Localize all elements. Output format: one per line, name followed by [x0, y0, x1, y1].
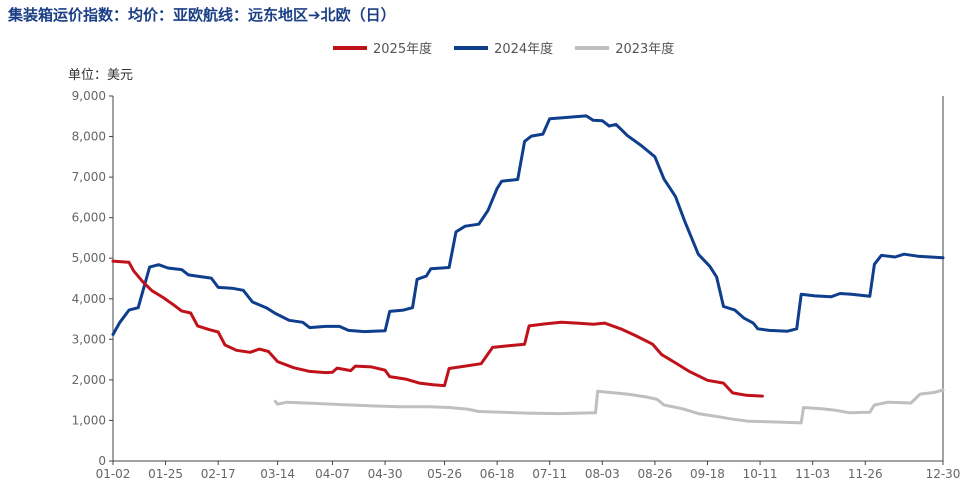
chart-title: 集装箱运价指数：均价：亚欧航线：远东地区➔北欧（日）	[8, 6, 396, 24]
x-tick-label: 05-26	[427, 467, 462, 481]
x-tick-label: 01-02	[96, 467, 131, 481]
y-tick-label: 1,000	[72, 413, 106, 427]
y-tick-label: 6,000	[72, 211, 106, 225]
x-tick-label: 11-26	[848, 467, 883, 481]
x-tick-label: 04-30	[368, 467, 403, 481]
y-tick-label: 8,000	[72, 130, 106, 144]
x-tick-label: 12-30	[926, 467, 961, 481]
x-tick-label: 02-17	[201, 467, 236, 481]
series-line-2024年度	[111, 114, 945, 336]
x-tick-label: 07-11	[532, 467, 567, 481]
y-tick-label: 3,000	[72, 332, 106, 346]
x-tick-label: 01-25	[148, 467, 183, 481]
series-line-2025年度	[111, 259, 764, 398]
legend-swatch-2025	[333, 45, 367, 50]
legend-label-2023: 2023年度	[615, 42, 675, 57]
x-tick-label: 08-03	[585, 467, 620, 481]
y-tick-label: 0	[98, 454, 106, 468]
y-tick-label: 2,000	[72, 373, 106, 387]
x-tick-label: 04-07	[315, 467, 350, 481]
axes: 0 1,000 2,000 3,000 4,000 5,000 6,000 7,000 8,00…	[72, 89, 961, 481]
legend-item-2024[interactable]: 2024年度	[454, 38, 553, 57]
x-tick-label: 03-14	[260, 467, 295, 481]
x-tick-label: 09-18	[690, 467, 725, 481]
legend-item-2023[interactable]: 2023年度	[575, 38, 674, 57]
legend-item-2025[interactable]: 2025年度	[333, 38, 432, 57]
legend-swatch-2023	[575, 45, 610, 50]
series-line-2023年度	[273, 388, 945, 425]
y-tick-label: 5,000	[72, 251, 106, 265]
y-tick-label: 7,000	[72, 170, 106, 184]
x-tick-label: 10-11	[743, 467, 778, 481]
y-axis-unit-label: 单位：美元	[68, 68, 134, 83]
legend: 2025年度 2024年度 2023年度	[333, 38, 674, 57]
legend-label-2025: 2025年度	[373, 42, 433, 57]
legend-swatch-2024	[454, 45, 489, 50]
x-tick-label: 08-26	[637, 467, 672, 481]
y-tick-label: 4,000	[72, 292, 106, 306]
legend-label-2024: 2024年度	[494, 42, 554, 57]
x-tick-label: 06-18	[480, 467, 515, 481]
y-tick-label: 9,000	[72, 89, 106, 103]
x-tick-label: 11-03	[795, 467, 830, 481]
series-layer	[111, 114, 945, 425]
